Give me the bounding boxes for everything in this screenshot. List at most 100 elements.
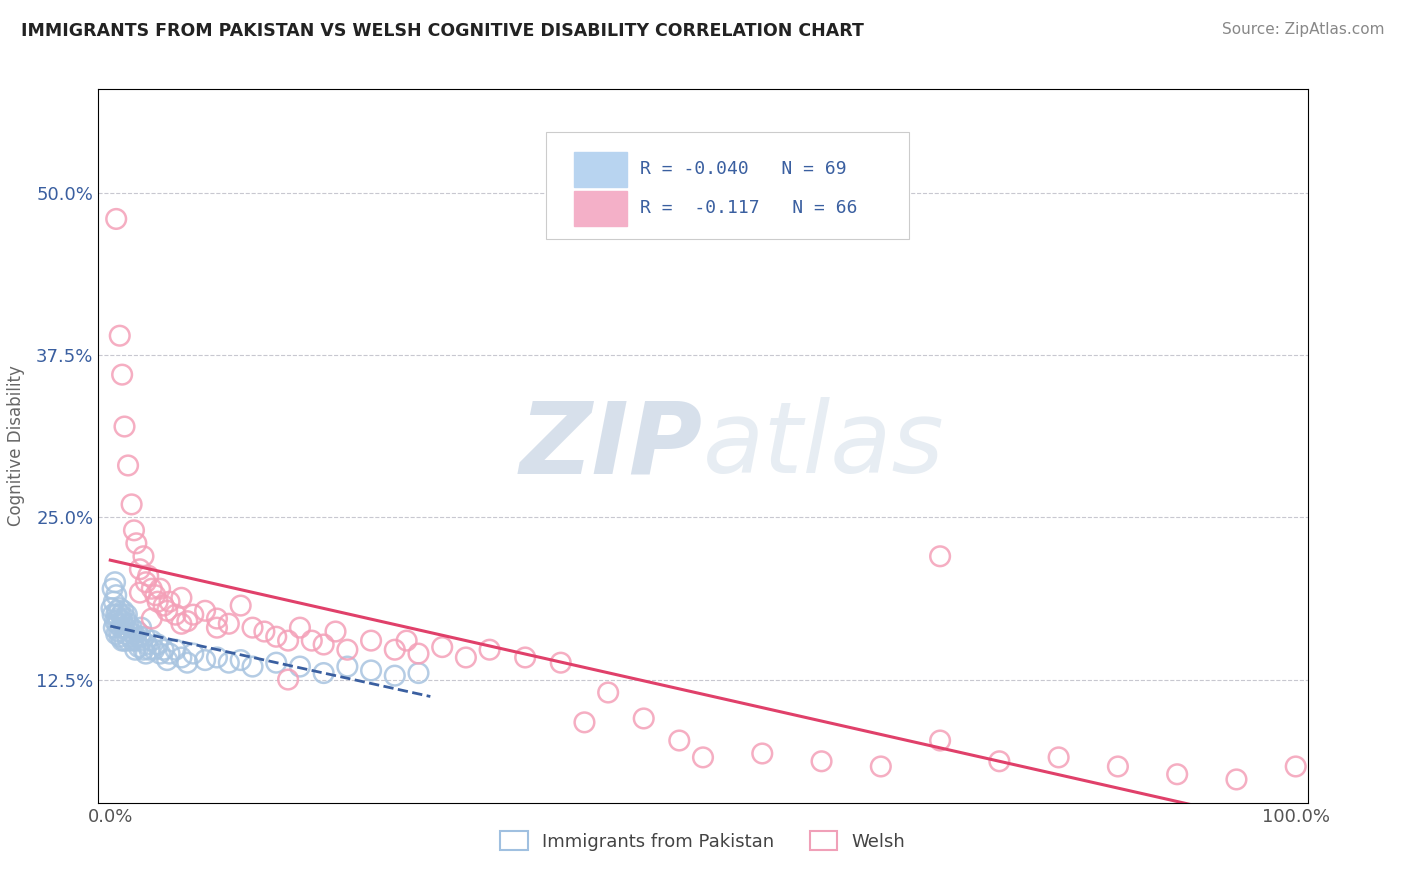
Point bbox=[229, 599, 252, 613]
Point bbox=[136, 638, 159, 652]
FancyBboxPatch shape bbox=[574, 191, 627, 227]
Point bbox=[115, 607, 138, 622]
Point bbox=[277, 633, 299, 648]
Point bbox=[105, 588, 128, 602]
Text: Source: ZipAtlas.com: Source: ZipAtlas.com bbox=[1222, 22, 1385, 37]
Point bbox=[105, 604, 128, 618]
Point bbox=[132, 549, 155, 564]
Point bbox=[101, 582, 124, 596]
Point bbox=[668, 733, 690, 747]
Point bbox=[135, 575, 157, 590]
Point bbox=[111, 633, 134, 648]
Point bbox=[810, 754, 832, 768]
Point bbox=[125, 633, 148, 648]
Point bbox=[105, 607, 128, 622]
Point bbox=[129, 585, 152, 599]
Point bbox=[149, 582, 172, 596]
Text: R = -0.040   N = 69: R = -0.040 N = 69 bbox=[640, 161, 846, 178]
Point bbox=[132, 642, 155, 657]
Point bbox=[264, 630, 287, 644]
Point bbox=[277, 673, 299, 687]
Point bbox=[301, 633, 323, 648]
Point bbox=[124, 642, 146, 657]
Point bbox=[117, 616, 139, 631]
Point bbox=[176, 656, 198, 670]
Point bbox=[929, 733, 952, 747]
Point bbox=[598, 685, 620, 699]
Point bbox=[194, 653, 217, 667]
Point bbox=[1166, 767, 1188, 781]
Point bbox=[312, 638, 335, 652]
Point bbox=[205, 611, 228, 625]
Point bbox=[121, 621, 143, 635]
Point bbox=[229, 653, 252, 667]
Point bbox=[100, 601, 122, 615]
Point bbox=[129, 562, 152, 576]
Point bbox=[751, 747, 773, 761]
Point bbox=[550, 656, 572, 670]
Point bbox=[242, 621, 264, 635]
Point bbox=[103, 621, 125, 635]
FancyBboxPatch shape bbox=[574, 152, 627, 187]
Point bbox=[242, 659, 264, 673]
Point bbox=[108, 630, 131, 644]
Point bbox=[205, 650, 228, 665]
Point bbox=[118, 624, 141, 639]
Point bbox=[138, 642, 160, 657]
Point bbox=[869, 759, 891, 773]
Point bbox=[131, 633, 153, 648]
Point bbox=[159, 647, 181, 661]
Point bbox=[515, 650, 537, 665]
Point bbox=[112, 604, 135, 618]
Point bbox=[129, 630, 152, 644]
Point bbox=[143, 642, 166, 657]
Point bbox=[408, 647, 430, 661]
Legend: Immigrants from Pakistan, Welsh: Immigrants from Pakistan, Welsh bbox=[494, 824, 912, 858]
Point bbox=[110, 621, 132, 635]
Text: atlas: atlas bbox=[703, 398, 945, 494]
Text: ZIP: ZIP bbox=[520, 398, 703, 494]
Point bbox=[312, 666, 335, 681]
Point bbox=[128, 640, 150, 654]
Point bbox=[141, 611, 163, 625]
Point bbox=[384, 668, 406, 682]
Point bbox=[103, 595, 125, 609]
Point bbox=[159, 595, 181, 609]
Point bbox=[1047, 750, 1070, 764]
Point bbox=[108, 601, 131, 615]
Point bbox=[288, 659, 311, 673]
Point bbox=[692, 750, 714, 764]
Point bbox=[117, 458, 139, 473]
Point bbox=[152, 642, 174, 657]
Text: IMMIGRANTS FROM PAKISTAN VS WELSH COGNITIVE DISABILITY CORRELATION CHART: IMMIGRANTS FROM PAKISTAN VS WELSH COGNIT… bbox=[21, 22, 863, 40]
Point bbox=[104, 575, 127, 590]
Point bbox=[264, 656, 287, 670]
Point bbox=[134, 630, 156, 644]
Point bbox=[181, 647, 204, 661]
Point bbox=[395, 633, 418, 648]
Point bbox=[205, 621, 228, 635]
Point bbox=[156, 604, 179, 618]
Point bbox=[336, 642, 359, 657]
Point bbox=[574, 715, 596, 730]
Point bbox=[288, 621, 311, 635]
Point bbox=[122, 627, 145, 641]
Y-axis label: Cognitive Disability: Cognitive Disability bbox=[7, 366, 25, 526]
Point bbox=[114, 633, 136, 648]
Point bbox=[105, 211, 128, 226]
Point bbox=[478, 642, 501, 657]
Point bbox=[432, 640, 454, 654]
Point bbox=[336, 659, 359, 673]
Point bbox=[129, 621, 152, 635]
Point bbox=[454, 650, 477, 665]
Point bbox=[112, 616, 135, 631]
Point bbox=[111, 614, 134, 628]
Point bbox=[360, 633, 382, 648]
Point bbox=[141, 582, 163, 596]
Point bbox=[929, 549, 952, 564]
Point bbox=[146, 638, 169, 652]
Point bbox=[408, 666, 430, 681]
Point bbox=[135, 647, 157, 661]
Point bbox=[170, 591, 193, 605]
Point bbox=[325, 624, 347, 639]
